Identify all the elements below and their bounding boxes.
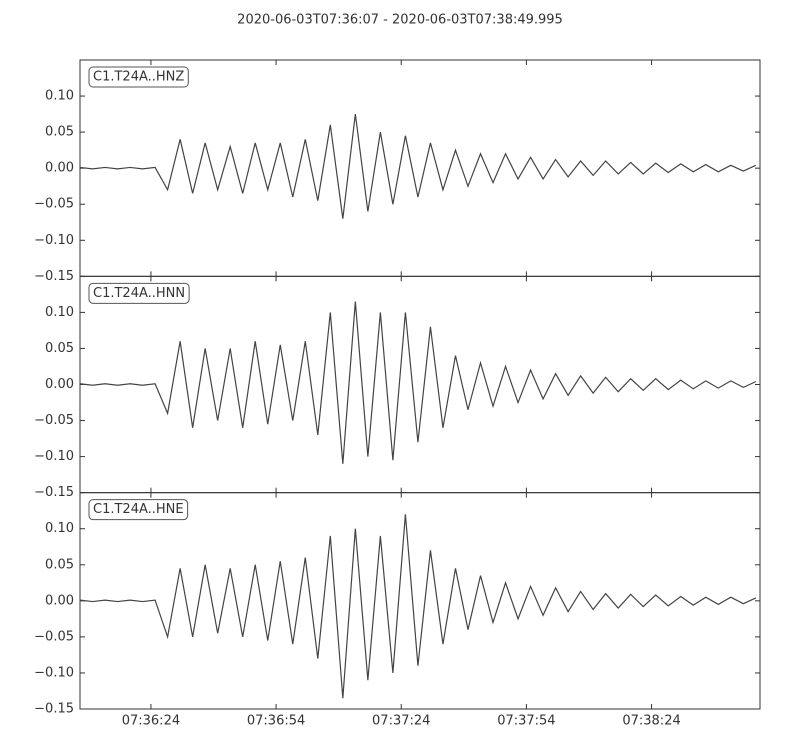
y-tick-label: −0.05	[34, 629, 74, 644]
y-tick-label: −0.15	[34, 485, 74, 500]
y-tick-label: 0.05	[45, 125, 74, 140]
trace-label-box	[88, 66, 189, 88]
y-tick-label: 0.00	[45, 161, 74, 176]
y-tick-label: 0.00	[45, 593, 74, 608]
y-tick-label: 0.10	[45, 521, 74, 536]
y-tick-label: −0.15	[34, 702, 74, 717]
trace-label: C1.T24A..HNN	[93, 286, 185, 301]
x-tick-label: 07:37:24	[372, 714, 430, 729]
y-tick-label: −0.15	[34, 269, 74, 284]
y-tick-label: −0.05	[34, 197, 74, 212]
waveform	[79, 301, 757, 464]
x-tick-label: 07:36:54	[247, 714, 305, 729]
panel-frame	[79, 59, 761, 277]
y-tick-label: −0.10	[34, 449, 74, 464]
y-tick-label: −0.10	[34, 665, 74, 680]
panel-frame	[79, 275, 761, 494]
x-tick-label: 07:37:54	[497, 714, 555, 729]
y-tick-label: 0.05	[45, 557, 74, 572]
x-tick-label: 07:36:24	[122, 714, 180, 729]
y-tick-label: 0.00	[45, 377, 74, 392]
trace-label: C1.T24A..HNZ	[93, 70, 184, 85]
y-tick-label: 0.10	[45, 89, 74, 104]
waveform	[79, 514, 757, 699]
y-tick-label: 0.05	[45, 341, 74, 356]
x-tick-label: 07:38:24	[622, 714, 680, 729]
trace-label: C1.T24A..HNE	[93, 502, 184, 517]
panel-frame	[79, 492, 761, 710]
y-tick-label: 0.10	[45, 305, 74, 320]
y-tick-label: −0.10	[34, 233, 74, 248]
y-tick-label: −0.05	[34, 413, 74, 428]
trace-label-box	[88, 499, 189, 521]
trace-label-box	[88, 282, 190, 304]
chart-title: 2020-06-03T07:36:07 - 2020-06-03T07:38:4…	[237, 13, 563, 28]
waveform	[79, 114, 757, 219]
